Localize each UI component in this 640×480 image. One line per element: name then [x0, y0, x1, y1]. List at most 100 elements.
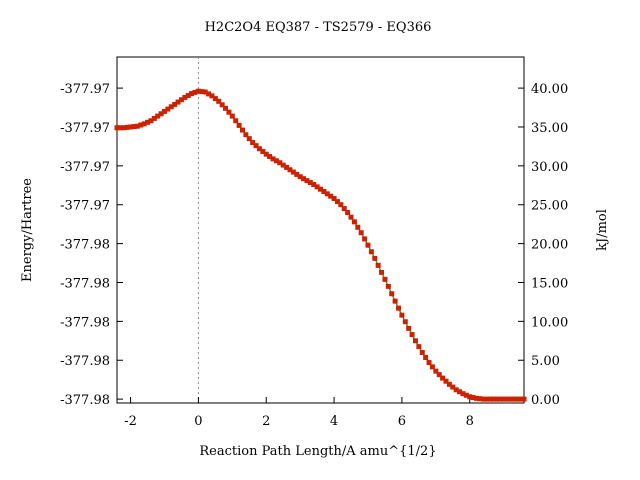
data-point [229, 113, 235, 119]
data-point [453, 387, 459, 393]
data-point-interp [402, 319, 408, 325]
data-point [338, 202, 344, 208]
data-point [263, 151, 269, 157]
y-tick-label-right: 20.00 [531, 238, 568, 253]
data-point-interp [396, 305, 402, 311]
data-point-interp [219, 102, 225, 108]
data-point-interp [470, 395, 476, 401]
x-tick-label: 2 [262, 414, 270, 429]
data-point-interp [301, 176, 307, 182]
series-curve [114, 88, 527, 402]
data-point [351, 219, 357, 225]
data-point [385, 283, 391, 289]
data-point-interp [409, 332, 415, 338]
data-point [304, 178, 310, 184]
y-tick-label-left: -377.98 [60, 238, 110, 253]
y-tick-label-right: 30.00 [531, 160, 568, 175]
x-tick-label: 0 [194, 414, 202, 429]
data-point-interp [382, 276, 388, 282]
y-tick-label-left: -377.97 [60, 160, 110, 175]
data-point [243, 132, 249, 138]
data-point [324, 191, 330, 197]
data-point [426, 360, 432, 366]
data-point-interp [280, 162, 286, 168]
data-point-interp [307, 180, 313, 186]
x-tick-label: -2 [124, 414, 137, 429]
y-tick-label-right: 5.00 [531, 354, 560, 369]
x-tick-label: 4 [330, 414, 338, 429]
y-tick-label-right: 0.00 [531, 393, 560, 408]
data-point-interp [436, 372, 442, 378]
y-axis-label-left: Energy/Hartree [20, 178, 35, 282]
data-point-interp [375, 262, 381, 268]
y-tick-label-right: 15.00 [531, 276, 568, 291]
data-point-interp [117, 125, 123, 131]
data-point-interp [416, 344, 422, 350]
data-point-interp [429, 364, 435, 370]
data-point [433, 368, 439, 374]
data-point [161, 108, 167, 114]
data-point [412, 338, 418, 344]
data-point [277, 160, 283, 166]
data-point-interp [294, 171, 300, 177]
data-point-interp [314, 184, 320, 190]
data-point [121, 125, 127, 131]
data-point-interp [206, 91, 212, 97]
data-point-interp [267, 154, 273, 160]
axis-ticks: -2 0 2 4 6 8 -377.98 -377.98 -377.98 -377.98 -377.… [60, 82, 568, 429]
data-point-interp [178, 97, 184, 103]
data-point [399, 312, 405, 318]
data-point-interp [246, 136, 252, 142]
data-point [446, 381, 452, 387]
data-point [331, 196, 337, 202]
data-point [474, 395, 480, 401]
data-point [440, 375, 446, 381]
data-point-interp [463, 392, 469, 398]
data-point [345, 210, 351, 216]
data-point [114, 125, 120, 131]
data-point [406, 325, 412, 331]
data-point [270, 156, 276, 162]
y-tick-label-right: 25.00 [531, 199, 568, 214]
data-point [507, 396, 513, 402]
data-point [168, 104, 174, 110]
data-point-interp [355, 224, 361, 230]
data-point-interp [138, 122, 144, 128]
data-point [189, 91, 195, 97]
data-point [392, 298, 398, 304]
data-point [419, 349, 425, 355]
data-point-interp [389, 291, 395, 297]
data-point [175, 99, 181, 105]
y-tick-label-left: -377.97 [60, 82, 110, 97]
plot-frame [116, 56, 525, 404]
data-point [202, 89, 208, 95]
data-point [128, 124, 134, 130]
chart-title: H2C2O4 EQ387 - TS2579 - EQ366 [205, 20, 432, 35]
data-point [514, 396, 520, 402]
data-point [460, 391, 466, 397]
data-point-interp [457, 389, 463, 395]
data-point-interp [185, 92, 191, 98]
x-tick-label: 6 [398, 414, 406, 429]
data-point-interp [321, 189, 327, 195]
y-tick-label-left: -377.97 [60, 199, 110, 214]
data-point [134, 123, 140, 129]
data-point [318, 186, 323, 192]
data-point-interp [504, 396, 510, 402]
data-point [141, 121, 147, 127]
data-point [284, 164, 290, 170]
data-point-interp [158, 111, 164, 117]
data-point-interp [511, 396, 517, 402]
data-point [297, 174, 303, 180]
data-point-interp [253, 143, 259, 149]
data-point-interp [145, 119, 151, 125]
data-point-interp [477, 396, 483, 402]
data-point [182, 94, 188, 100]
data-point [480, 396, 486, 402]
data-point-interp [192, 89, 198, 95]
data-point-interp [233, 118, 239, 124]
data-point [148, 118, 154, 124]
data-point-interp [484, 396, 490, 402]
data-point [379, 269, 385, 275]
data-point-interp [362, 236, 368, 242]
